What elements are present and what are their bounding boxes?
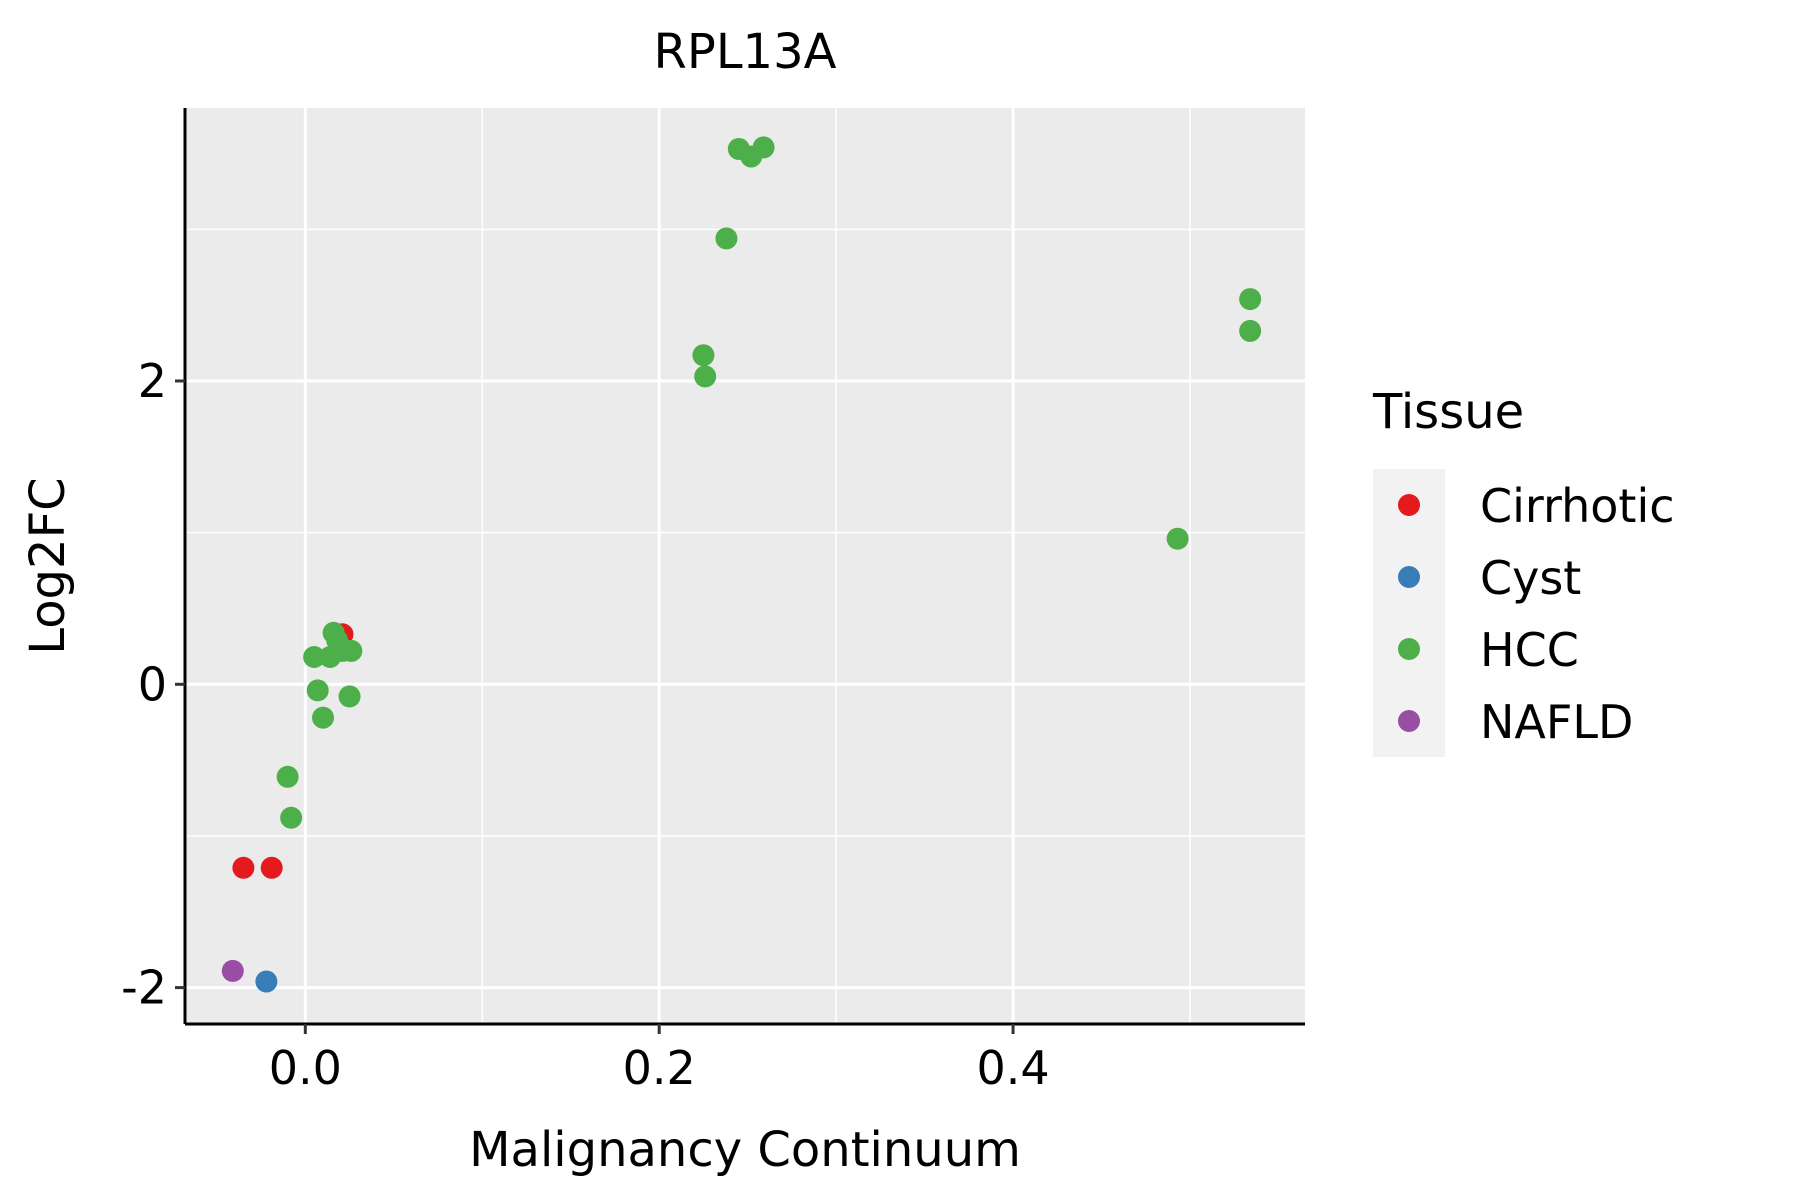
data-point-hcc [694, 365, 717, 388]
data-point-hcc [338, 685, 361, 708]
data-point-nafld [221, 959, 244, 982]
grid-minor [185, 108, 1305, 1024]
legend-label-nafld: NAFLD [1480, 695, 1633, 749]
data-point-hcc [1239, 288, 1262, 311]
data-point-cirrhotic [232, 856, 255, 879]
data-point-hcc [303, 645, 326, 668]
legend-key-cirrhotic [1398, 494, 1420, 516]
legend-label-cyst: Cyst [1480, 551, 1581, 605]
y-axis-title: Log2FC [20, 477, 76, 654]
legend-key-nafld [1398, 710, 1420, 732]
data-point-hcc [1239, 319, 1262, 342]
legend-key-hcc [1398, 638, 1420, 660]
legend: Tissue Cirrhotic Cyst HCC NAFLD [1372, 384, 1675, 757]
data-point-hcc [752, 136, 775, 159]
data-point-hcc [715, 227, 738, 250]
y-axis-ticks: -2 0 2 [121, 354, 185, 1015]
legend-label-cirrhotic: Cirrhotic [1480, 479, 1675, 533]
data-point-hcc [692, 344, 715, 367]
y-tick-label: 0 [138, 657, 167, 711]
data-point-hcc [280, 806, 303, 829]
data-point-hcc [1166, 527, 1189, 550]
legend-label-hcc: HCC [1480, 623, 1579, 677]
grid-major [185, 108, 1305, 1024]
chart-title: RPL13A [654, 24, 837, 80]
x-tick-label: 0.2 [623, 1041, 696, 1095]
data-point-cyst [255, 970, 278, 993]
legend-key-background [1373, 469, 1445, 757]
data-point-hcc [312, 706, 335, 729]
x-tick-label: 0.0 [269, 1041, 342, 1095]
plot-panel [185, 108, 1305, 1024]
y-tick-label: -2 [121, 961, 167, 1015]
data-point-cirrhotic [260, 856, 283, 879]
legend-title: Tissue [1372, 384, 1524, 440]
data-point-hcc [306, 679, 329, 702]
data-points [221, 136, 1262, 993]
legend-key-cyst [1398, 566, 1420, 588]
x-axis-ticks: 0.0 0.2 0.4 [269, 1024, 1050, 1095]
x-tick-label: 0.4 [976, 1041, 1049, 1095]
data-point-hcc [340, 639, 363, 662]
x-axis-title: Malignancy Continuum [469, 1122, 1021, 1178]
y-tick-label: 2 [138, 354, 167, 408]
data-point-hcc [276, 765, 299, 788]
